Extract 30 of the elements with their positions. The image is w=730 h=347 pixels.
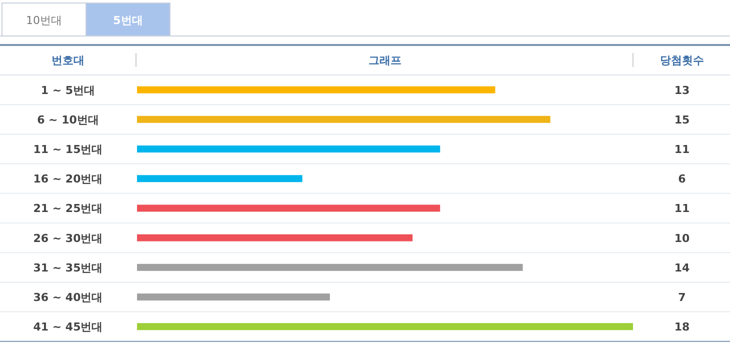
y-tick-label: 1 ~ 5번대: [40, 84, 96, 97]
y-tick-label: 26 ~ 30번대: [33, 232, 103, 245]
y-tick-label: 31 ~ 35번대: [33, 261, 103, 274]
data-label: 6: [678, 172, 686, 186]
data-label: 11: [674, 143, 690, 156]
y-axis-title: 번호대: [52, 54, 84, 67]
bar: [137, 86, 496, 94]
text: 당첨횟수: [660, 54, 704, 67]
bar: [137, 234, 413, 242]
bar: [137, 323, 633, 330]
bar: [137, 175, 302, 182]
bar: [137, 116, 550, 123]
data-label: 14: [674, 261, 690, 274]
y-tick-label: 16 ~ 20번대: [33, 172, 103, 186]
data-label: 7: [678, 291, 686, 304]
bar: [137, 146, 440, 152]
bar: [137, 204, 440, 212]
y-tick-label: 21 ~ 25번대: [33, 202, 103, 216]
y-tick-label: 36 ~ 40번대: [33, 291, 103, 304]
y-tick-label: 41 ~ 45번대: [33, 320, 103, 334]
data-label: 10: [674, 232, 690, 245]
data-label: 15: [674, 113, 690, 126]
y-tick-label: 11 ~ 15번대: [33, 143, 103, 156]
data-label: 11: [674, 202, 690, 216]
data-label: 18: [674, 320, 690, 334]
bar: [137, 294, 330, 300]
x-axis-title: 그래프: [368, 54, 402, 67]
y-tick-label: 6 ~ 10번대: [37, 113, 99, 126]
bar: [137, 264, 523, 271]
data-label: 13: [674, 84, 690, 97]
